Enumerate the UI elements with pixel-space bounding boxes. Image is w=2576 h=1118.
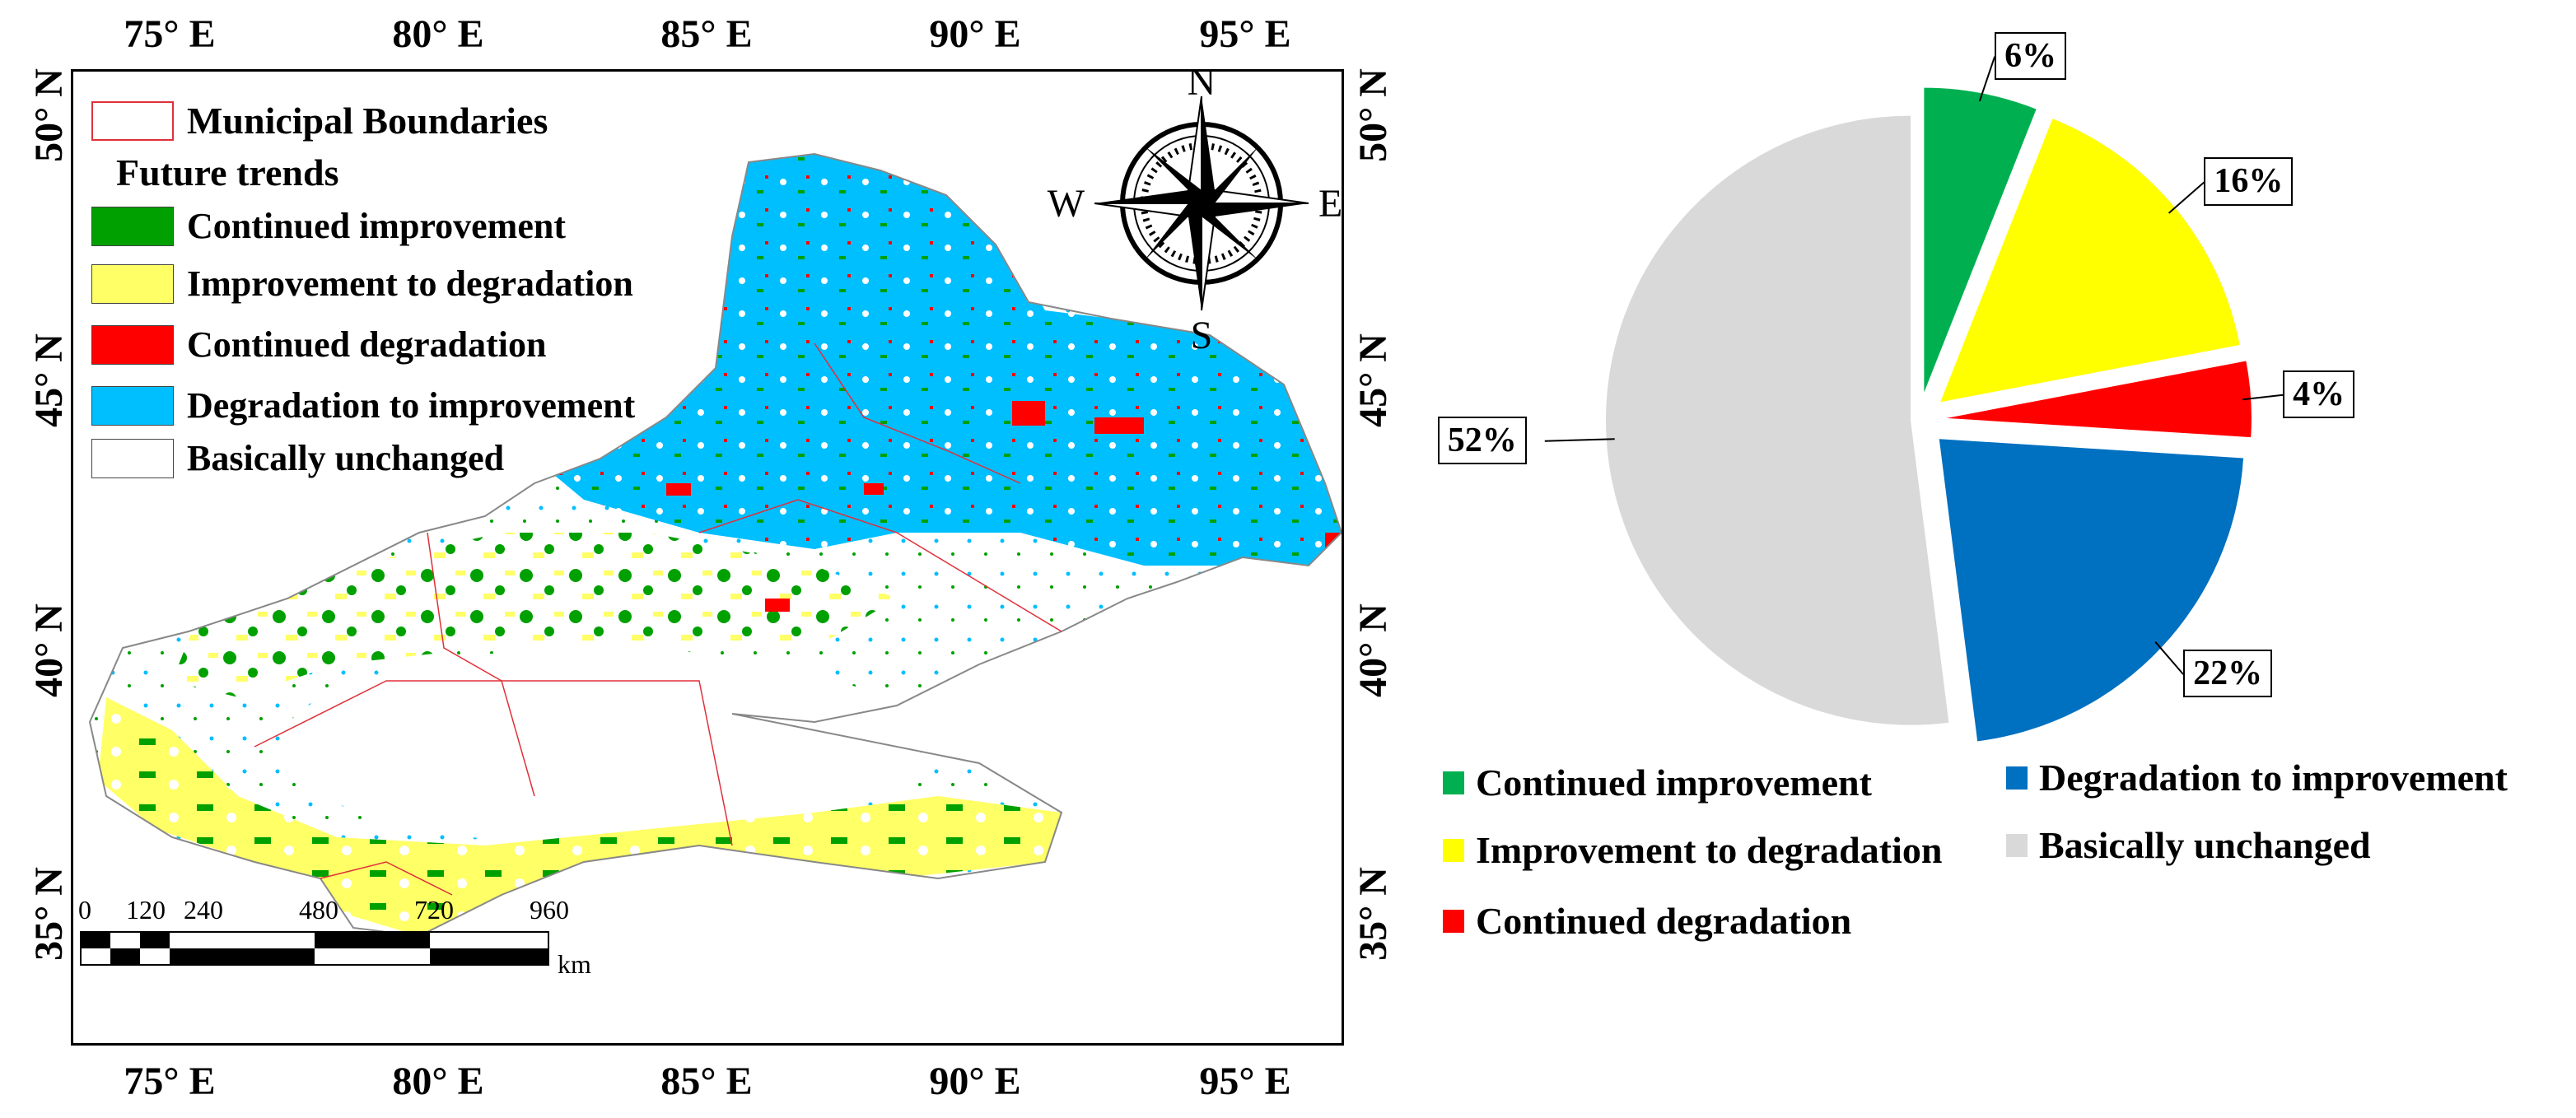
pie-label-improvement-to-degradation: 16% (2204, 157, 2294, 206)
pie-chart (1544, 56, 2284, 742)
legend-swatch (91, 207, 174, 246)
pie-slice-continued-improvement (1924, 87, 2037, 393)
lon-label-top-80: 80° E (392, 12, 484, 56)
lat-label-right-50: 50° N (1351, 68, 1395, 162)
region-fill (98, 154, 1342, 936)
legend-swatch (91, 439, 174, 478)
lon-label-bottom-75: 75° E (124, 1060, 216, 1103)
legend-trends-heading: Future trends (116, 151, 339, 193)
scale-label-960: 960 (530, 895, 569, 925)
pie-slice-improvement-to-degradation (1940, 119, 2240, 403)
pie-slice-basically-unchanged (1606, 115, 1949, 725)
scale-bar-graphic (80, 931, 549, 966)
pie-label-degradation-to-improvement: 22% (2183, 650, 2273, 698)
scale-label-480: 480 (299, 895, 338, 925)
lat-label-right-35: 35° N (1351, 867, 1395, 961)
pie-leader-line (1978, 56, 1996, 102)
compass-w: W (1048, 182, 1085, 226)
legend-item-improvement-to-degradation: Improvement to degradation (91, 264, 633, 304)
pie-slice-continued-degradation (1946, 361, 2252, 438)
lat-label-left-40: 40° N (27, 603, 71, 697)
pie-leader-line (2168, 181, 2205, 214)
pie-legend-improvement-to-degradation: Improvement to degradation (1443, 832, 1942, 869)
legend-item-continued-improvement: Continued improvement (91, 207, 566, 246)
lat-label-right-40: 40° N (1351, 603, 1395, 697)
legend-swatch (91, 386, 174, 426)
scale-bar: 0 120 240 480 720 960 km (78, 895, 656, 985)
pie-leader-line (1544, 438, 1615, 442)
lat-label-left-45: 45° N (27, 333, 71, 427)
pie-legend-basically-unchanged: Basically unchanged (2006, 827, 2371, 864)
lat-label-left-50: 50° N (27, 68, 71, 162)
pie-slice-degradation-to-improvement (1939, 439, 2244, 742)
lon-label-bottom-90: 90° E (929, 1060, 1021, 1103)
compass-s: S (1191, 314, 1213, 357)
compass-n: N (1188, 72, 1216, 104)
pie-leader-line (2242, 394, 2284, 401)
lon-label-top-95: 95° E (1199, 12, 1291, 56)
scale-label-240: 240 (184, 895, 223, 925)
map-frame: N S E W Municipal Boundaries Future tren… (71, 69, 1344, 1046)
legend-item-continued-degradation: Continued degradation (91, 325, 546, 365)
pie-leader-line (2154, 641, 2184, 675)
lon-label-top-75: 75° E (124, 12, 216, 56)
scale-unit: km (558, 949, 591, 979)
region-map: N S E W (89, 72, 1342, 937)
scale-label-720: 720 (414, 895, 454, 925)
lon-label-bottom-80: 80° E (392, 1060, 484, 1103)
pie-label-continued-improvement: 6% (1995, 31, 2067, 80)
pie-legend-swatch (1443, 839, 1464, 862)
pie-legend-swatch (1443, 910, 1464, 933)
legend-item-degradation-to-improvement: Degradation to improvement (91, 386, 635, 426)
pie-legend-degradation-to-improvement: Degradation to improvement (2006, 759, 2508, 797)
compass-e: E (1318, 182, 1342, 226)
lon-label-top-90: 90° E (929, 12, 1021, 56)
lat-label-left-35: 35° N (27, 867, 71, 961)
pie-legend-swatch (1443, 771, 1464, 794)
pie-label-basically-unchanged: 52% (1437, 416, 1527, 464)
lon-label-bottom-95: 95° E (1199, 1060, 1291, 1103)
pie-legend-swatch (2006, 766, 2028, 790)
scale-label-120: 120 (126, 895, 166, 925)
boundary-swatch (91, 101, 174, 141)
legend-boundaries-label: Municipal Boundaries (187, 100, 548, 142)
lon-label-top-85: 85° E (660, 12, 753, 56)
pie-legend-continued-improvement: Continued improvement (1443, 764, 1872, 802)
scale-label-0: 0 (78, 895, 91, 925)
legend-item-basically-unchanged: Basically unchanged (91, 439, 504, 478)
pie-legend-swatch (2006, 834, 2028, 857)
legend-swatch (91, 325, 174, 365)
legend-boundaries: Municipal Boundaries (91, 101, 548, 141)
lon-label-bottom-85: 85° E (660, 1060, 753, 1103)
pie-label-continued-degradation: 4% (2283, 370, 2355, 418)
municipal-boundary-lines (254, 342, 1062, 896)
pie-legend-continued-degradation: Continued degradation (1443, 902, 1851, 940)
legend-swatch (91, 264, 174, 304)
lat-label-right-45: 45° N (1351, 333, 1395, 427)
compass-rose-icon: N S E W (1048, 72, 1342, 357)
